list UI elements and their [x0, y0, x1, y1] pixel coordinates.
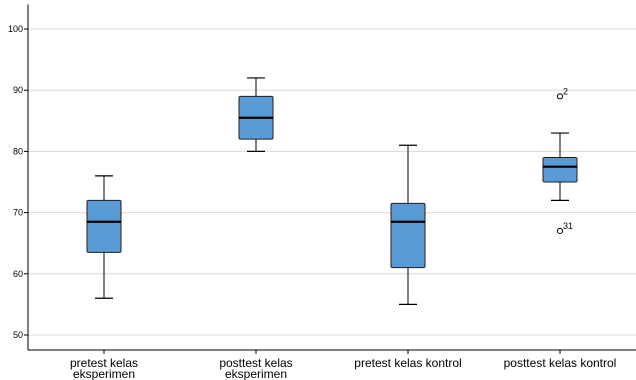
box-iqr [542, 157, 578, 183]
outlier-label: 2 [563, 86, 568, 96]
x-category-label: eksperimen [73, 367, 135, 380]
y-tick-label: 90 [13, 85, 23, 95]
y-tick-label: 100 [8, 24, 23, 34]
y-tick-label: 80 [13, 146, 23, 156]
x-category-label: posttest kelas kontrol [504, 356, 617, 370]
box-iqr [390, 202, 426, 269]
outlier-point [556, 227, 564, 235]
y-tick-label: 70 [13, 208, 23, 218]
outlier-label: 31 [563, 221, 573, 231]
outlier-point [556, 93, 564, 100]
x-category-label: eksperimen [225, 367, 287, 380]
x-category-label: pretest kelas [70, 356, 138, 370]
y-tick-label: 50 [13, 330, 23, 340]
x-category-label: posttest kelas [219, 356, 292, 370]
y-tick-label: 60 [13, 269, 23, 279]
x-category-label: pretest kelas kontrol [354, 356, 461, 370]
box-iqr [86, 199, 122, 253]
